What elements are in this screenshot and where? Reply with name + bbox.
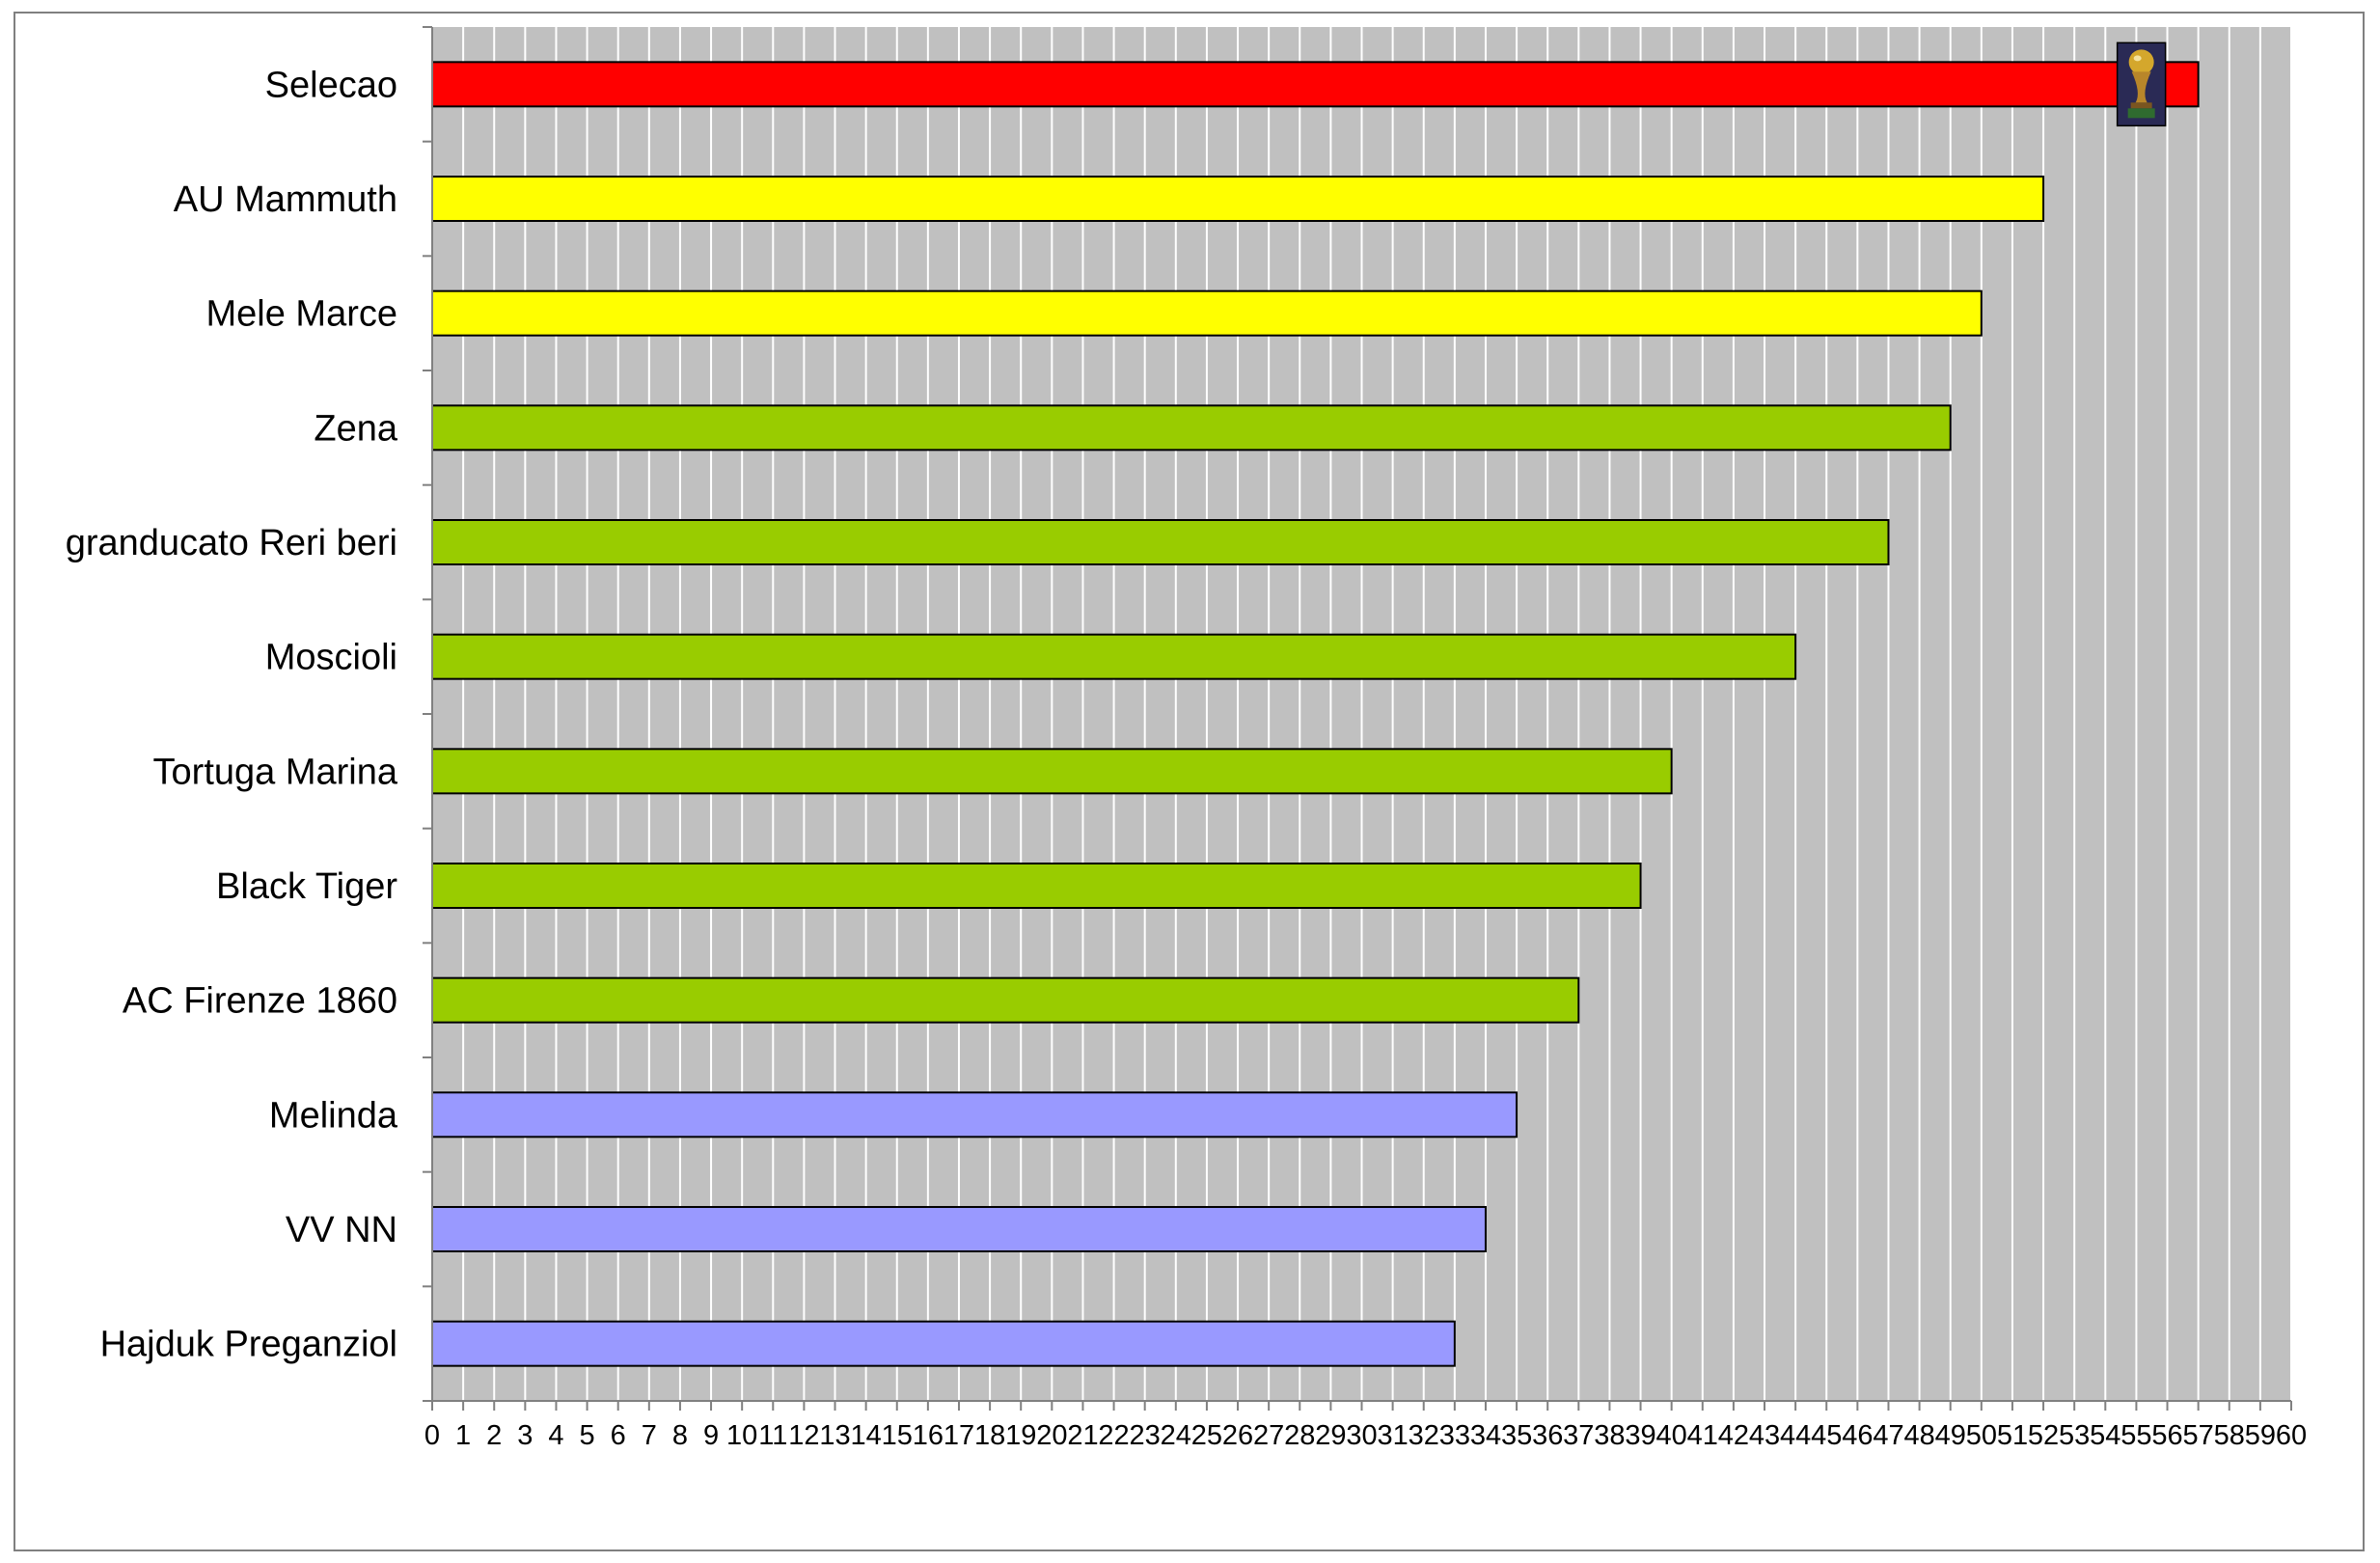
x-tick-label: 33: [1439, 1420, 1470, 1451]
x-tick-label: 52: [2028, 1420, 2059, 1451]
category-label: AC Firenze 1860: [123, 981, 397, 1022]
bar-melinda: [431, 1091, 1518, 1138]
x-tick-label: 50: [1966, 1420, 1997, 1451]
x-tick-label: 8: [672, 1420, 688, 1451]
bar-tortuga-marina: [431, 748, 1673, 795]
x-tick-label: 59: [2245, 1420, 2276, 1451]
x-tick-label: 54: [2090, 1420, 2120, 1451]
x-tick-label: 60: [2276, 1420, 2307, 1451]
category-label: AU Mammuth: [174, 179, 397, 220]
category-label: granducato Reri beri: [66, 523, 397, 563]
x-tick-label: 39: [1625, 1420, 1655, 1451]
x-tick-label: 24: [1161, 1420, 1191, 1451]
x-tick-label: 14: [851, 1420, 882, 1451]
x-tick-label: 42: [1718, 1420, 1749, 1451]
x-tick-label: 11: [758, 1420, 787, 1451]
x-tick-label: 13: [819, 1420, 850, 1451]
x-tick-label: 53: [2059, 1420, 2090, 1451]
x-tick-label: 15: [882, 1420, 913, 1451]
x-tick-label: 17: [944, 1420, 974, 1451]
bar-selecao: [431, 61, 2200, 108]
x-tick-label: 56: [2151, 1420, 2182, 1451]
x-tick-label: 47: [1873, 1420, 1903, 1451]
x-tick-label: 58: [2214, 1420, 2245, 1451]
x-tick-label: 27: [1253, 1420, 1284, 1451]
x-tick-label: 6: [611, 1420, 626, 1451]
x-tick-label: 19: [1005, 1420, 1036, 1451]
category-label: VV NN: [286, 1210, 397, 1250]
bar-granducato-reri-beri: [431, 519, 1890, 565]
bar-hajduk-preganziol: [431, 1320, 1456, 1367]
category-label: Moscioli: [265, 638, 397, 678]
x-tick-label: 20: [1036, 1420, 1067, 1451]
category-label: Zena: [314, 408, 397, 449]
x-tick-label: 41: [1687, 1420, 1718, 1451]
x-tick-label: 32: [1409, 1420, 1439, 1451]
x-tick-label: 45: [1811, 1420, 1842, 1451]
x-tick-label: 4: [548, 1420, 563, 1451]
x-tick-label: 26: [1222, 1420, 1253, 1451]
x-tick-label: 49: [1935, 1420, 1966, 1451]
bar-moscioli: [431, 633, 1797, 680]
category-label: Tortuga Marina: [153, 752, 398, 792]
x-tick-label: 16: [913, 1420, 944, 1451]
x-tick-label: 0: [424, 1420, 440, 1451]
x-tick-label: 7: [642, 1420, 657, 1451]
x-tick-label: 3: [517, 1420, 533, 1451]
x-tick-label: 57: [2183, 1420, 2214, 1451]
x-tick-label: 25: [1191, 1420, 1222, 1451]
x-tick-label: 12: [788, 1420, 819, 1451]
x-tick-label: 35: [1501, 1420, 1532, 1451]
x-tick-label: 21: [1067, 1420, 1098, 1451]
x-tick-label: 34: [1470, 1420, 1501, 1451]
x-tick-label: 23: [1130, 1420, 1161, 1451]
category-label: Melinda: [269, 1095, 398, 1136]
x-tick-label: 9: [703, 1420, 719, 1451]
x-tick-label: 43: [1749, 1420, 1780, 1451]
x-tick-label: 22: [1098, 1420, 1129, 1451]
x-tick-label: 18: [974, 1420, 1005, 1451]
x-tick-label: 2: [486, 1420, 502, 1451]
category-label: Black Tiger: [216, 866, 397, 907]
x-tick-label: 51: [1997, 1420, 2028, 1451]
x-tick-label: 5: [580, 1420, 595, 1451]
x-tick-label: 44: [1780, 1420, 1811, 1451]
x-tick-label: 10: [726, 1420, 757, 1451]
bar-zena: [431, 404, 1952, 452]
x-tick-label: 28: [1284, 1420, 1315, 1451]
bar-mele-marce: [431, 289, 1983, 337]
x-tick-label: 30: [1346, 1420, 1377, 1451]
category-label: Hajduk Preganziol: [100, 1325, 397, 1365]
x-tick-label: 48: [1903, 1420, 1934, 1451]
bar-vv-nn: [431, 1206, 1487, 1252]
x-tick-label: 40: [1656, 1420, 1687, 1451]
bar-black-tiger: [431, 863, 1642, 909]
x-tick-label: 36: [1532, 1420, 1563, 1451]
bar-au-mammuth: [431, 176, 2045, 222]
x-tick-label: 38: [1594, 1420, 1625, 1451]
x-tick-label: 46: [1842, 1420, 1873, 1451]
x-tick-label: 55: [2120, 1420, 2151, 1451]
bar-ac-firenze-1860: [431, 976, 1580, 1024]
category-label: Mele Marce: [206, 294, 398, 335]
x-tick-label: 31: [1377, 1420, 1408, 1451]
x-tick-label: 1: [455, 1420, 471, 1451]
trophy-icon: [2116, 41, 2167, 127]
x-tick-label: 37: [1563, 1420, 1594, 1451]
category-label: Selecao: [265, 65, 397, 105]
x-tick-label: 29: [1315, 1420, 1346, 1451]
